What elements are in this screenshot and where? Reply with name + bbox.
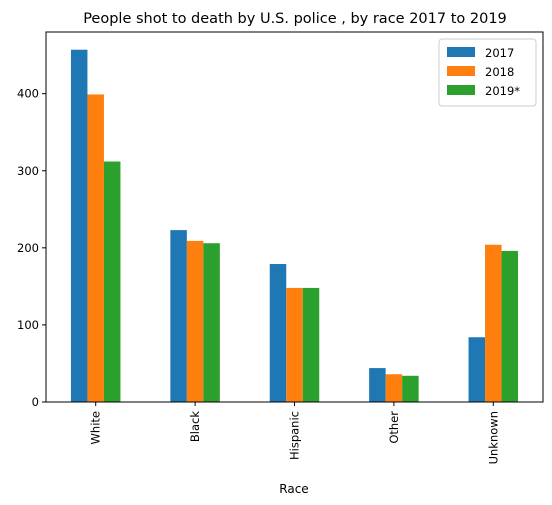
x-tick-label: Hispanic [288,411,302,460]
legend: 2017 2018 2019* [438,38,537,107]
bars-group [70,49,519,403]
bar-other-2018 [385,374,403,402]
legend-label: 2017 [485,46,514,60]
chart-title: People shot to death by U.S. police , by… [83,11,507,27]
legend-swatch [447,66,475,76]
y-axis: 0 100 200 300 400 [17,87,46,409]
bar-hispanic-2018 [286,287,303,402]
bar-other-2017 [369,368,386,402]
x-tick-label: Unknown [486,411,500,464]
x-axis-label: Race [279,482,308,496]
legend-swatch [447,85,475,95]
legend-label: 2018 [485,65,514,79]
y-tick-label: 300 [17,164,39,178]
bar-hispanic-2019 [302,287,320,402]
bar-white-2017 [70,49,88,403]
legend-swatch [447,47,475,57]
x-tick-label: Other [387,411,401,444]
x-tick-label: White [89,411,103,444]
bar-black-2017 [170,230,187,402]
y-tick-label: 0 [32,395,39,409]
bar-black-2019 [203,243,220,402]
x-tick-label: Black [188,411,202,442]
bar-white-2018 [87,94,104,402]
bar-unknown-2019 [501,250,519,402]
y-tick-label: 200 [17,241,39,255]
y-tick-label: 100 [17,318,39,332]
bar-unknown-2018 [485,244,502,402]
bar-hispanic-2017 [269,264,287,402]
y-tick-label: 400 [17,87,39,101]
bar-black-2018 [186,240,204,402]
bar-other-2019 [402,375,419,402]
bar-white-2019 [103,161,121,402]
bar-unknown-2017 [468,337,486,402]
legend-label: 2019* [485,84,520,98]
x-axis: White Black Hispanic Other Unknown [89,402,500,464]
